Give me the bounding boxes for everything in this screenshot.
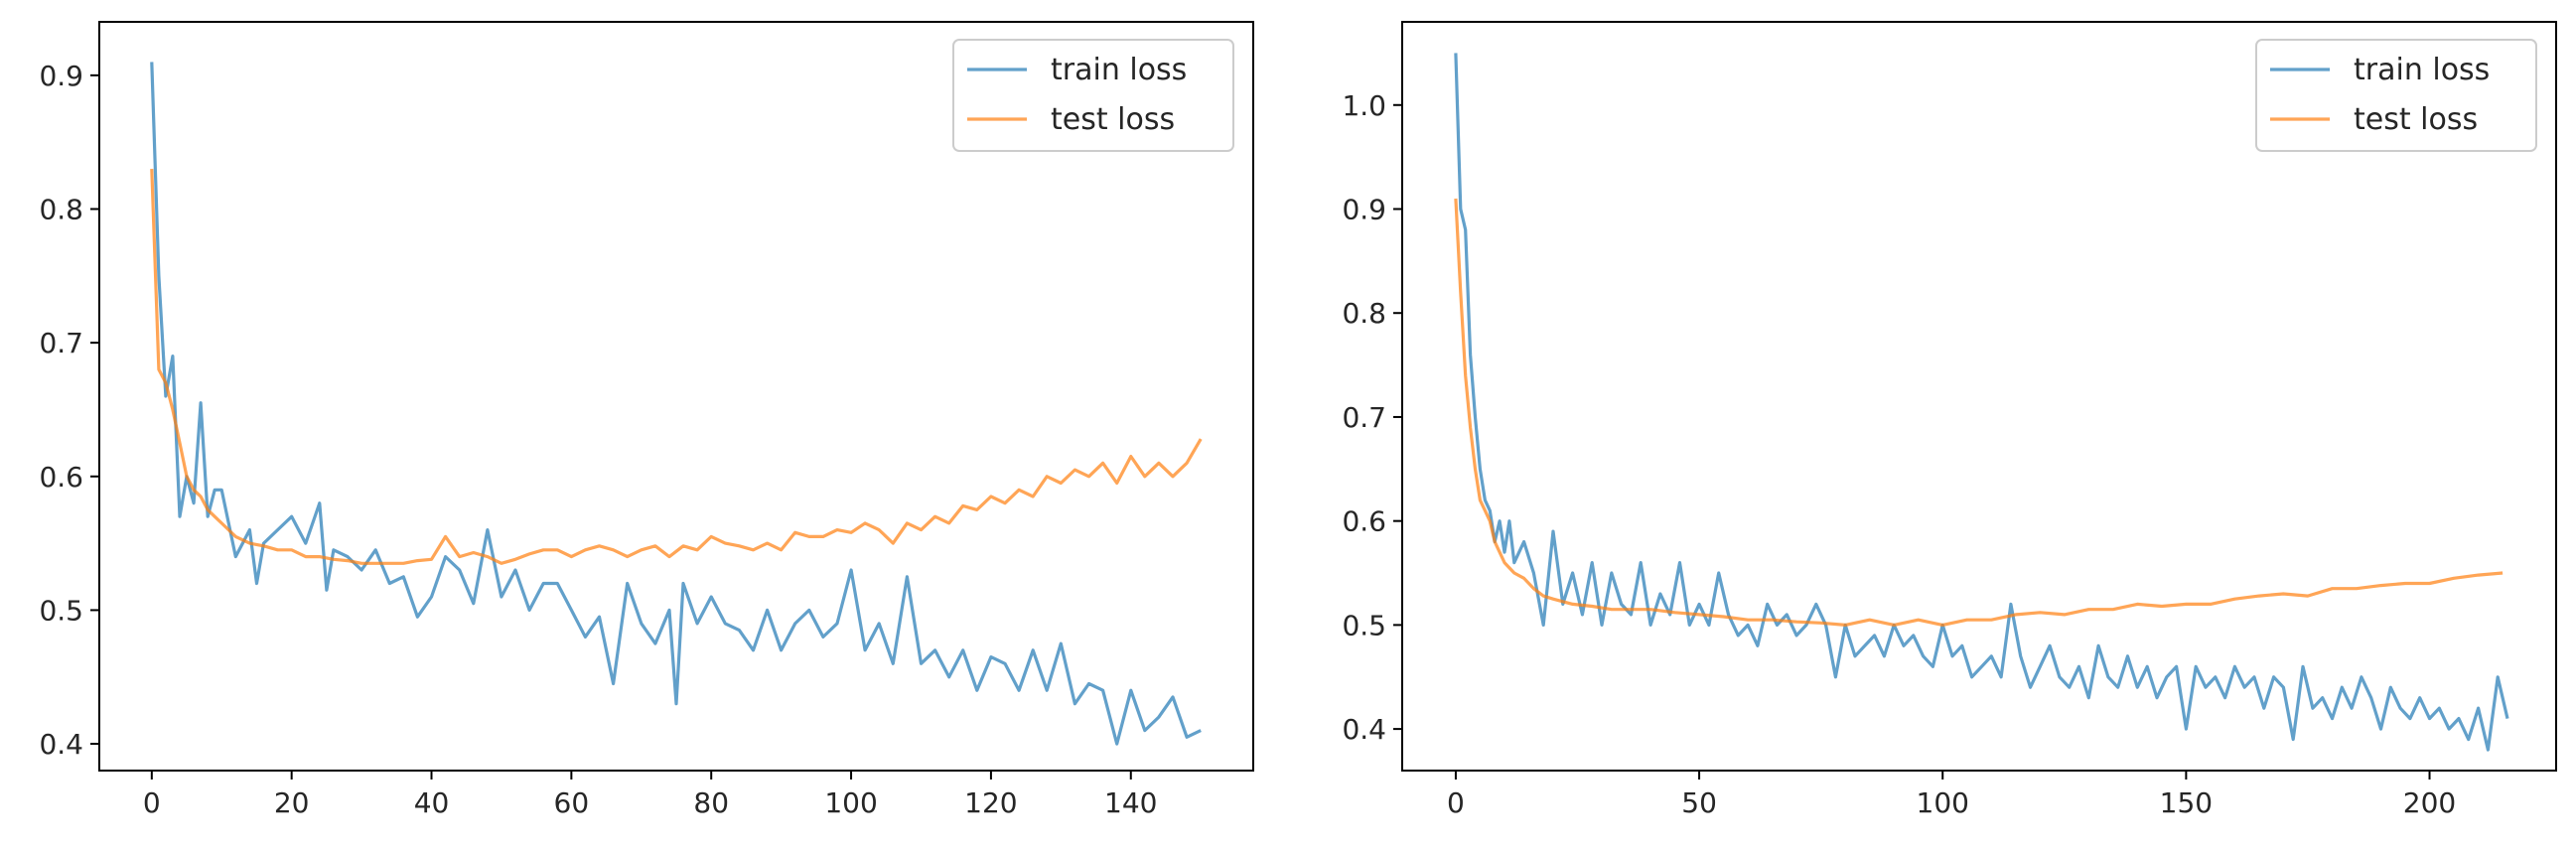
x-tick-label: 150 bbox=[2160, 786, 2213, 819]
y-tick-label: 0.6 bbox=[1342, 505, 1386, 538]
y-tick-label: 0.4 bbox=[1342, 713, 1386, 746]
x-tick-label: 100 bbox=[824, 786, 877, 819]
series-line-test-loss bbox=[1454, 198, 2504, 628]
x-tick-label: 50 bbox=[1681, 786, 1717, 819]
legend: train loss test loss bbox=[952, 39, 1234, 152]
series-line-train-loss bbox=[150, 62, 1202, 746]
axes-frame bbox=[98, 21, 1254, 772]
y-tick-label: 1.0 bbox=[1342, 89, 1386, 122]
y-tick-label: 0.4 bbox=[39, 728, 83, 761]
legend-box bbox=[2255, 39, 2537, 152]
x-tick-label: 80 bbox=[693, 786, 729, 819]
right-loss-chart: 0 50 100 150 200 0.4 0.5 0.6 0.7 0.8 0.9 1.0 train l… bbox=[1342, 21, 2557, 819]
axes-frame bbox=[1401, 21, 2557, 772]
series-line-train-loss bbox=[1454, 53, 2509, 752]
y-tick-label: 0.8 bbox=[39, 194, 83, 226]
legend-label: train loss bbox=[2354, 53, 2490, 87]
y-tick-label: 0.5 bbox=[39, 594, 83, 627]
series-line-test-loss bbox=[150, 169, 1203, 565]
y-tick-label: 0.6 bbox=[39, 461, 83, 494]
x-tick-label: 140 bbox=[1104, 786, 1157, 819]
x-tick-label: 0 bbox=[143, 786, 161, 819]
x-tick-label: 120 bbox=[964, 786, 1017, 819]
legend-box bbox=[952, 39, 1234, 152]
x-tick-label: 0 bbox=[1447, 786, 1465, 819]
y-tick-label: 0.5 bbox=[1342, 609, 1386, 641]
x-tick-label: 200 bbox=[2403, 786, 2456, 819]
x-tick-label: 20 bbox=[274, 786, 310, 819]
left-loss-chart: 0 20 40 60 80 100 120 140 0.4 0.5 0.6 0.7 0.8 0.9 trai… bbox=[39, 21, 1254, 819]
y-tick-label: 0.7 bbox=[1342, 401, 1386, 434]
x-tick-label: 100 bbox=[1917, 786, 1969, 819]
legend: train loss test loss bbox=[2255, 39, 2537, 152]
x-tick-label: 40 bbox=[414, 786, 450, 819]
legend-label: train loss bbox=[1051, 53, 1187, 87]
y-tick-label: 0.7 bbox=[39, 327, 83, 359]
y-tick-label: 0.9 bbox=[39, 60, 83, 92]
legend-label: test loss bbox=[1051, 102, 1175, 137]
y-tick-label: 0.9 bbox=[1342, 194, 1386, 226]
x-tick-label: 60 bbox=[554, 786, 590, 819]
legend-label: test loss bbox=[2354, 102, 2478, 137]
y-tick-label: 0.8 bbox=[1342, 297, 1386, 330]
